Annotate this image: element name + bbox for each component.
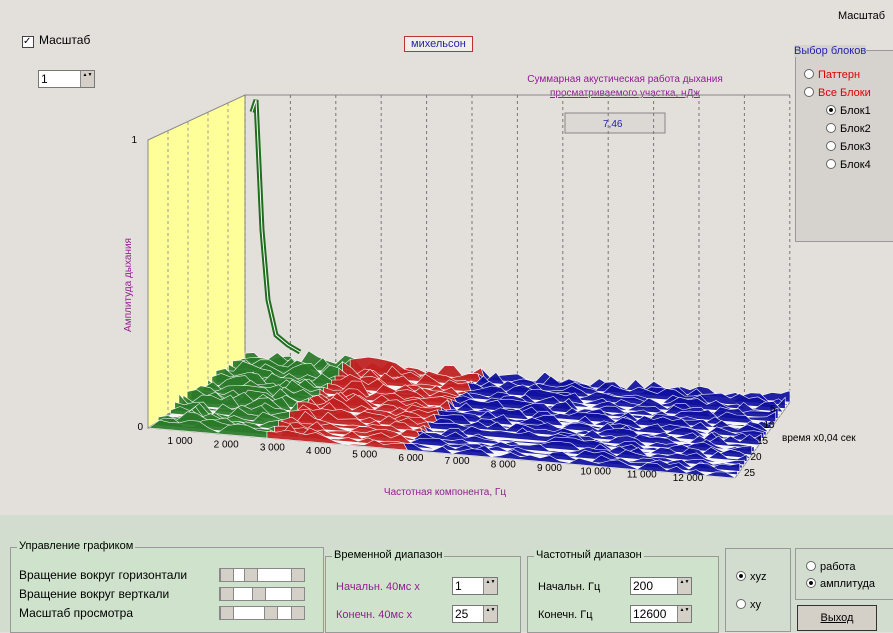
exit-button[interactable]: Выход <box>797 605 877 631</box>
radio[interactable]: Блок2 <box>826 123 871 135</box>
freq-start-spinner[interactable]: 200 <box>630 577 692 595</box>
radio-label: амплитуда <box>820 578 876 590</box>
radio[interactable]: Блок1 <box>826 105 871 117</box>
surface-strip <box>420 427 748 462</box>
scale-spinner[interactable]: 1 <box>38 70 95 88</box>
z-tick-label: 25 <box>744 468 756 479</box>
control-label: Масштаб просмотра <box>19 606 134 620</box>
graph-control-group: Управление графиком Вращение вокруг гори… <box>10 540 324 633</box>
plot: Суммарная акустическая работа дыхания пр… <box>123 73 856 498</box>
x-tick-label: 9 000 <box>537 463 562 474</box>
surface-strip <box>402 442 736 479</box>
radio[interactable]: Паттерн <box>804 69 860 81</box>
output-group: работа амплитуда <box>795 548 893 600</box>
radio[interactable]: Блок3 <box>826 141 871 153</box>
z-tick-label: 15 <box>757 436 769 447</box>
x-axis-label: Частотная компонента, Гц <box>384 487 506 498</box>
freq-range-group: Частотный диапазон Начальн. Гц 200 Конеч… <box>527 549 719 633</box>
summary-line: Суммарная акустическая работа дыхания <box>527 73 722 85</box>
z-tick-label: 5 <box>770 404 776 415</box>
slider[interactable] <box>219 568 305 582</box>
group-title: Временной диапазон <box>332 549 445 561</box>
y-tick-label: 1 <box>131 135 137 146</box>
radio[interactable]: Все Блоки <box>804 87 871 99</box>
slider[interactable] <box>219 606 305 620</box>
slider[interactable] <box>219 587 305 601</box>
radio-label: xy <box>750 599 761 611</box>
radio[interactable]: xyz <box>736 571 767 583</box>
field-label: Конечн. 40мс x <box>336 609 413 621</box>
freq-end-spinner[interactable]: 12600 <box>630 605 692 623</box>
x-tick-label: 7 000 <box>445 456 470 467</box>
z-axis-label: время x0,04 сек <box>782 433 856 444</box>
z-tick-label: 20 <box>751 452 763 463</box>
radio-label: xyz <box>750 571 767 583</box>
block-panel: Выбор блоков Паттерн Все Блоки Блок1 Бло… <box>794 45 893 242</box>
scale-checkbox[interactable]: ✓ Масштаб <box>22 33 91 48</box>
summary-line: просматриваемого участка, нДж <box>550 88 700 99</box>
surface-peak-edge <box>251 99 301 353</box>
field-label: Начальн. 40мс x <box>336 581 420 593</box>
radio-label: работа <box>820 561 856 573</box>
x-tick-label: 8 000 <box>491 460 516 471</box>
radio-label: Все Блоки <box>818 87 871 99</box>
x-tick-label: 2 000 <box>214 439 239 450</box>
control-label: Вращение вокруг горизонтали <box>19 568 188 582</box>
x-tick-label: 10 000 <box>580 466 611 477</box>
x-tick-label: 12 000 <box>673 473 704 484</box>
x-tick-label: 3 000 <box>260 443 285 454</box>
y-axis-label: Амплитуда дыхания <box>123 238 134 332</box>
surface-strip <box>467 382 781 416</box>
radio[interactable]: xy <box>736 599 761 611</box>
title-button[interactable]: михельсон <box>404 36 473 52</box>
view-mode-group: xyz xy <box>725 548 791 632</box>
radio-label: Паттерн <box>818 69 861 81</box>
panel-title: Выбор блоков <box>794 45 867 57</box>
radio[interactable]: амплитуда <box>806 578 875 590</box>
surface-strip <box>436 409 760 446</box>
x-tick-label: 4 000 <box>306 446 331 457</box>
summary-box <box>564 112 666 134</box>
surface-strip <box>457 391 774 426</box>
radio[interactable]: работа <box>806 561 855 573</box>
summary-value: 7,46 <box>603 119 623 130</box>
x-tick-label: 5 000 <box>352 449 377 460</box>
group-title: Управление графиком <box>17 540 136 552</box>
field-label: Конечн. Гц <box>538 609 593 621</box>
surface-strip <box>433 413 757 449</box>
z-tick-label: 10 <box>764 420 776 431</box>
x-tick-label: 1 000 <box>167 436 192 447</box>
radio-label: Блок3 <box>840 141 871 153</box>
time-end-spinner[interactable]: 25 <box>452 605 498 623</box>
radio[interactable]: Блок4 <box>826 159 871 171</box>
checkbox-label: Масштаб <box>39 33 91 47</box>
group-title: Частотный диапазон <box>534 549 644 561</box>
control-label: Вращение вокруг верткали <box>19 587 170 601</box>
radio-label: Блок1 <box>840 105 871 117</box>
surface-strip <box>416 430 745 466</box>
radio-label: Блок2 <box>840 123 871 135</box>
time-range-group: Временной диапазон Начальн. 40мс x 1 Кон… <box>325 549 521 633</box>
x-tick-label: 11 000 <box>627 470 657 481</box>
time-start-spinner[interactable]: 1 <box>452 577 498 595</box>
surface-peak <box>249 99 302 355</box>
field-label: Начальн. Гц <box>538 581 601 593</box>
x-tick-label: 6 000 <box>398 453 423 464</box>
radio-label: Блок4 <box>840 159 871 171</box>
top-right-label: Масштаб <box>838 10 886 22</box>
y-tick-label: 0 <box>137 422 143 433</box>
